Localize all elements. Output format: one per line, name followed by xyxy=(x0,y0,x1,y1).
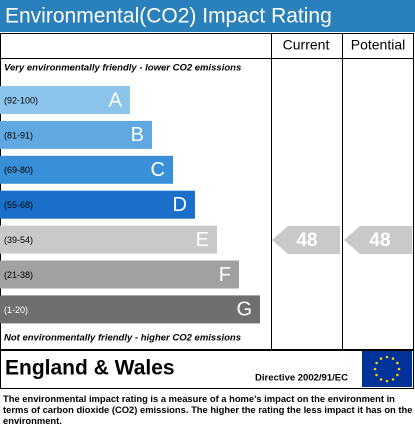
eu-star xyxy=(396,361,399,365)
band-letter: E xyxy=(196,229,209,251)
band-range: (92-100) xyxy=(4,95,38,105)
current-rating: 48 xyxy=(296,230,317,251)
region: England & Wales xyxy=(5,357,175,380)
eu-star xyxy=(375,373,378,377)
eu-star xyxy=(385,355,389,359)
directive: Directive 2002/91/EC xyxy=(255,373,348,384)
eu-star xyxy=(373,367,377,371)
current-arrow xyxy=(272,226,340,254)
band-bar xyxy=(0,225,217,254)
current-header: Current xyxy=(283,37,330,53)
eu-star xyxy=(391,357,395,360)
band-range: (39-54) xyxy=(4,235,33,245)
band-bar xyxy=(0,155,173,184)
band-letter: A xyxy=(109,89,123,111)
eu-star xyxy=(391,378,395,381)
band-bar xyxy=(0,295,260,324)
eu-star xyxy=(375,361,378,365)
eu-star xyxy=(385,379,389,383)
eu-star xyxy=(396,373,399,377)
footer-box xyxy=(0,350,414,389)
band-range: (81-91) xyxy=(4,130,33,140)
band-letter: D xyxy=(173,194,187,216)
potential-header: Potential xyxy=(351,37,405,53)
eu-star xyxy=(397,367,401,371)
band-bar xyxy=(0,86,130,114)
top-note: Very environmentally friendly - lower CO… xyxy=(4,63,241,74)
band-range: (69-80) xyxy=(4,165,33,175)
band-letter: B xyxy=(131,124,144,146)
band-letter: G xyxy=(236,299,252,321)
eu-star xyxy=(379,357,383,360)
band-range: (1-20) xyxy=(4,305,28,315)
band-range: (55-68) xyxy=(4,200,33,210)
description: The environmental impact rating is a mea… xyxy=(3,393,413,426)
title-bar xyxy=(0,0,415,32)
band-bar xyxy=(0,190,195,219)
potential-rating: 48 xyxy=(369,230,390,251)
band-bar xyxy=(0,260,239,289)
potential-arrow xyxy=(344,226,412,254)
bottom-note: Not environmentally friendly - higher CO… xyxy=(4,333,241,344)
eu-star xyxy=(379,378,383,381)
title: Environmental(CO2) Impact Rating xyxy=(5,5,332,28)
band-range: (21-38) xyxy=(4,270,33,280)
band-letter: F xyxy=(219,264,231,286)
band-bar xyxy=(0,120,152,149)
band-letter: C xyxy=(151,159,165,181)
